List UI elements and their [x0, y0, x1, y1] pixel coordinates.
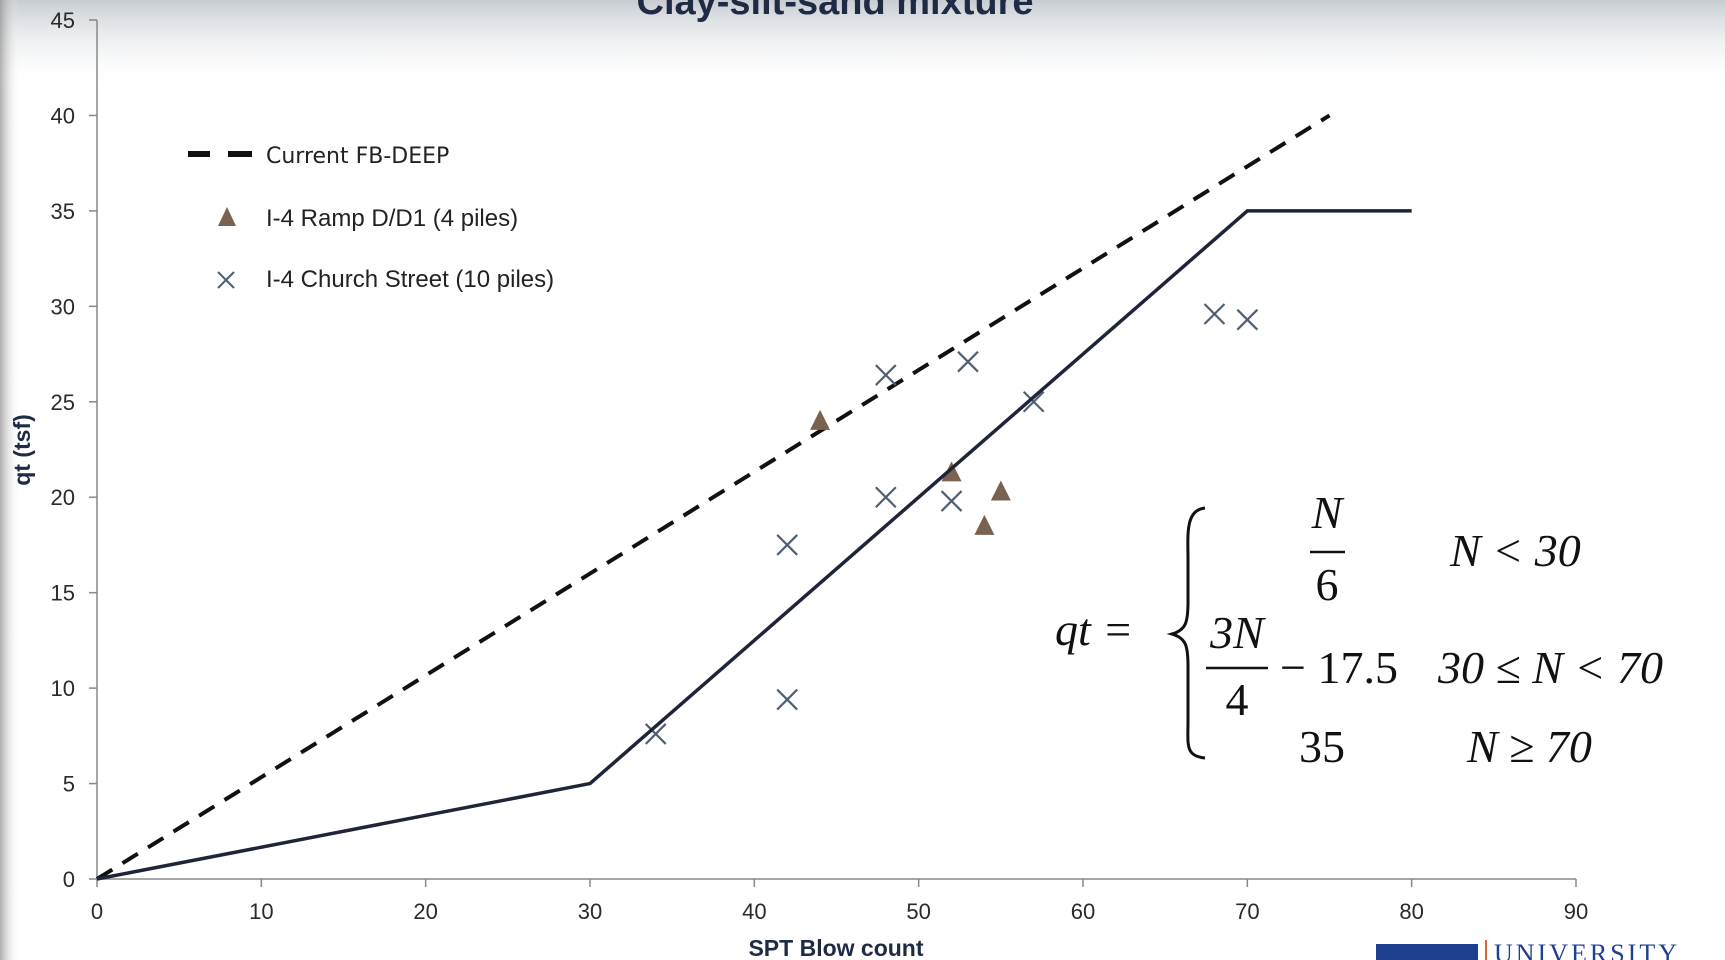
equation-brace: [1166, 506, 1206, 760]
data-point-church-stroke: [940, 490, 963, 512]
series-line-fb-deep: [95, 113, 1331, 881]
equation-lhs: qt =: [1055, 604, 1133, 655]
data-point-church: [644, 723, 667, 745]
legend-triangle-marker: [218, 207, 236, 226]
legend-label-fb-deep: Current FB-DEEP: [266, 144, 449, 169]
case2-condition: 30 ≤ N < 70: [1437, 642, 1663, 693]
x-tick-label: 60: [1071, 899, 1095, 924]
case2-numerator: 3N: [1209, 607, 1266, 658]
y-tick-label: 5: [63, 772, 75, 797]
x-axis-title: SPT Blow count: [748, 935, 923, 960]
data-point-ramp: [941, 461, 962, 482]
data-point-church-stroke: [875, 364, 897, 386]
data-point-church: [1236, 308, 1259, 331]
data-point-church-stroke: [644, 723, 667, 745]
x-tick-label: 40: [742, 899, 766, 924]
x-tick-label: 0: [91, 899, 103, 924]
data-point-church: [776, 688, 798, 711]
data-point-church-stroke: [875, 486, 897, 509]
y-tick-label: 20: [51, 485, 75, 510]
series-line-proposed: [96, 209, 1412, 881]
x-tick-label: 90: [1564, 899, 1588, 924]
data-point-church: [940, 490, 963, 512]
series-layer: [95, 113, 1412, 881]
axes: [89, 19, 1577, 887]
x-tick-label: 30: [578, 899, 602, 924]
case1-condition: N < 30: [1449, 525, 1581, 576]
data-point-ramp: [990, 480, 1011, 501]
data-point-church-stroke: [1236, 308, 1259, 331]
data-point-ramp: [810, 409, 831, 430]
tick-labels: 0 10 20 30 40 50 60 70 80 90 0 5 10 15 20 25 30 35 40 45: [51, 8, 1589, 924]
x-tick-label: 50: [906, 899, 930, 924]
logo-mark: [1376, 944, 1478, 960]
data-point-church-stroke: [957, 350, 979, 373]
data-point-church: [875, 364, 897, 386]
y-tick-label: 15: [51, 581, 75, 606]
chart-title: Clay-silt-sand mixture: [637, 0, 1034, 23]
data-point-church: [1022, 390, 1045, 413]
x-tick-label: 80: [1399, 899, 1423, 924]
y-tick-label: 10: [51, 676, 75, 701]
y-tick-label: 35: [51, 199, 75, 224]
case2-suffix: − 17.5: [1280, 642, 1398, 693]
data-point-church-stroke: [776, 688, 798, 711]
legend-x-marker: [217, 271, 235, 289]
y-tick-label: 0: [63, 867, 75, 892]
data-point-church: [776, 534, 798, 556]
x-tick-label: 20: [413, 899, 437, 924]
data-point-church: [875, 486, 897, 509]
x-tick-label: 70: [1235, 899, 1259, 924]
y-tick-label: 30: [51, 294, 75, 319]
left-edge-shading: [0, 0, 20, 960]
data-point-church-stroke: [1022, 390, 1045, 413]
university-logo: UNIVERSITY: [1376, 939, 1680, 960]
logo-wordmark: UNIVERSITY: [1494, 939, 1680, 960]
case3-condition: N ≥ 70: [1466, 721, 1592, 772]
y-tick-label: 25: [51, 390, 75, 415]
legend: Current FB-DEEP I-4 Ramp D/D1 (4 piles) …: [188, 144, 554, 293]
y-axis-title: qt (tsf): [9, 414, 35, 486]
data-point-church-stroke: [1203, 303, 1226, 325]
x-tick-label: 10: [249, 899, 273, 924]
case1-denominator: 6: [1316, 559, 1339, 610]
case3-value: 35: [1299, 721, 1345, 772]
equation-annotation: qt = N 6 N < 30 3N 4 − 17.5 30 ≤ N < 70 …: [1055, 487, 1663, 772]
case2-denominator: 4: [1226, 674, 1249, 725]
legend-label-ramp: I-4 Ramp D/D1 (4 piles): [266, 205, 518, 232]
data-point-ramp: [974, 514, 995, 535]
legend-label-church: I-4 Church Street (10 piles): [266, 266, 554, 293]
y-tick-label: 45: [51, 8, 75, 33]
header-shading: [0, 0, 1725, 90]
data-point-church: [1203, 303, 1226, 325]
data-point-church: [957, 350, 979, 373]
data-point-church-stroke: [776, 534, 798, 556]
y-tick-label: 40: [51, 103, 75, 128]
case1-numerator: N: [1311, 487, 1345, 538]
